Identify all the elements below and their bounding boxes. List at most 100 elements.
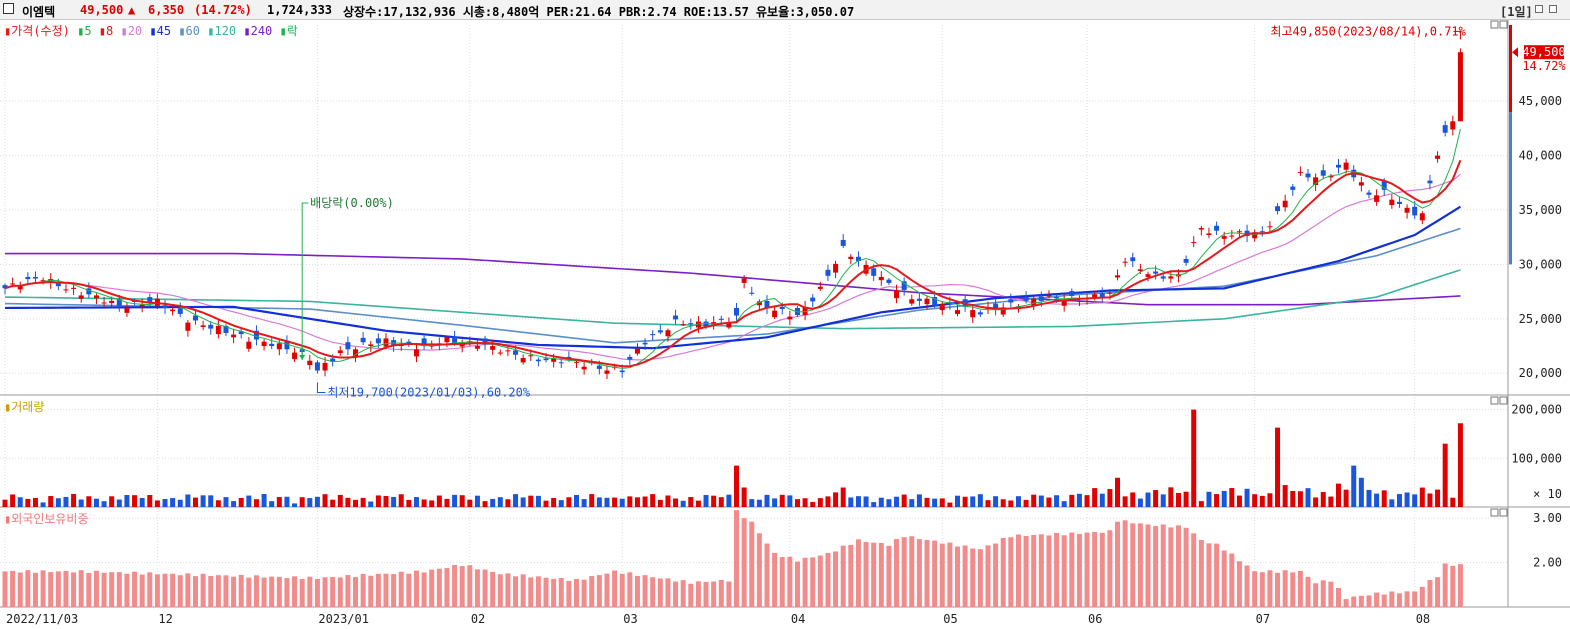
volume-bar bbox=[48, 496, 54, 507]
candle-body bbox=[246, 341, 252, 349]
volume-bar bbox=[1374, 493, 1380, 507]
candle-body bbox=[1305, 173, 1311, 178]
price-axis-label: 40,000 bbox=[1519, 149, 1562, 163]
foreign-bar bbox=[932, 540, 938, 607]
candle-body bbox=[551, 358, 557, 362]
volume-bar bbox=[993, 496, 999, 507]
foreign-bar bbox=[63, 570, 69, 607]
period-selector[interactable]: [1일] bbox=[1500, 5, 1533, 19]
foreign-bar bbox=[48, 572, 54, 607]
maximize-icon[interactable] bbox=[1535, 5, 1543, 13]
foreign-bar bbox=[208, 576, 214, 607]
foreign-bar bbox=[1457, 564, 1463, 607]
foreign-bar bbox=[551, 578, 557, 607]
candle-body bbox=[1435, 155, 1441, 159]
foreign-bar bbox=[1107, 530, 1113, 607]
foreign-bar bbox=[1442, 563, 1448, 607]
candle-body bbox=[1282, 200, 1288, 208]
foreign-bar bbox=[269, 576, 275, 607]
candle-body bbox=[528, 355, 534, 357]
foreign-bar bbox=[665, 578, 671, 607]
foreign-bar bbox=[223, 575, 229, 607]
volume-bar bbox=[1076, 493, 1082, 507]
candle-body bbox=[25, 276, 31, 280]
candle-body bbox=[718, 318, 724, 320]
foreign-bar bbox=[985, 545, 991, 607]
foreign-bar bbox=[642, 575, 648, 607]
select-checkbox[interactable] bbox=[3, 3, 14, 14]
volume-bar bbox=[779, 494, 785, 507]
candle-body bbox=[139, 304, 145, 307]
x-axis: 2022/11/03 12 2023/01 02 03 04 05 06 07 08 bbox=[6, 612, 1430, 626]
volume-bar bbox=[55, 498, 61, 507]
volume-bar bbox=[193, 497, 198, 507]
candle-body bbox=[170, 309, 176, 312]
candles bbox=[2, 48, 1463, 379]
volume-bar bbox=[147, 495, 153, 507]
volume-bar bbox=[452, 494, 458, 507]
legend-ma-marker-icon: ▮ bbox=[149, 24, 157, 38]
foreign-bar bbox=[1275, 572, 1281, 607]
foreign-bar bbox=[1313, 583, 1319, 607]
candle-body bbox=[1092, 294, 1098, 298]
foreign-bar bbox=[924, 539, 930, 607]
foreign-bar bbox=[772, 552, 778, 607]
candle-body bbox=[505, 350, 511, 352]
legend-dividend-icon: ▮ bbox=[279, 24, 287, 38]
candle-body bbox=[520, 358, 526, 363]
volume-bar bbox=[1008, 500, 1014, 507]
foreign-bar bbox=[1343, 599, 1349, 607]
volume-bar bbox=[955, 495, 960, 507]
price-legend: ▮가격(수정) ▮5 ▮8 ▮20 ▮45 ▮60 ▮120 ▮240 ▮락 bbox=[4, 22, 298, 39]
volume-bar bbox=[802, 498, 808, 507]
volume-bar bbox=[1145, 492, 1151, 507]
volume-bar bbox=[154, 500, 160, 507]
candle-body bbox=[261, 341, 267, 347]
legend-ma-marker-icon: ▮ bbox=[207, 24, 215, 38]
current-pct-tag: 14.72% bbox=[1522, 59, 1566, 73]
candle-body bbox=[543, 358, 549, 361]
candle-body bbox=[703, 321, 709, 328]
candle-body bbox=[32, 276, 38, 279]
volume-bar bbox=[261, 493, 267, 507]
candle-body bbox=[86, 288, 92, 295]
volume-bar bbox=[78, 499, 84, 507]
foreign-bar bbox=[261, 577, 267, 607]
candle-body bbox=[497, 352, 503, 354]
stock-name[interactable]: 이엠텍 bbox=[22, 5, 56, 19]
candle-body bbox=[665, 330, 671, 337]
close-icon[interactable] bbox=[1549, 5, 1557, 13]
candle-body bbox=[1267, 226, 1273, 228]
candle-body bbox=[1358, 182, 1364, 186]
volume-bar bbox=[223, 497, 229, 507]
candle-body bbox=[1000, 307, 1006, 315]
foreign-bar bbox=[177, 575, 183, 607]
volume-bar bbox=[566, 497, 572, 507]
volume-bar bbox=[718, 497, 724, 507]
legend-dividend: 락 bbox=[286, 24, 298, 38]
candle-body bbox=[360, 337, 366, 343]
candle-body bbox=[1427, 180, 1433, 184]
candle-body bbox=[596, 365, 602, 369]
foreign-bar bbox=[71, 572, 77, 607]
foreign-bar bbox=[1282, 570, 1288, 607]
candle-body bbox=[1450, 121, 1456, 130]
candle-body bbox=[848, 256, 854, 259]
volume-bar bbox=[162, 498, 168, 507]
volume-bar bbox=[1115, 477, 1121, 507]
foreign-bar bbox=[817, 555, 823, 607]
foreign-bar bbox=[711, 581, 717, 607]
ma5-line bbox=[4, 128, 1461, 369]
volume-bar bbox=[894, 496, 900, 507]
chart-canvas[interactable]: 최고49,850(2023/08/14),0.71% 최저19,700(2023/… bbox=[0, 20, 1570, 629]
foreign-bar bbox=[383, 573, 389, 607]
foreign-bar bbox=[634, 575, 640, 607]
foreign-bar bbox=[1183, 527, 1189, 607]
volume-bar bbox=[551, 498, 557, 507]
legend-ma-60: 60 bbox=[185, 24, 208, 38]
candle-body bbox=[1275, 206, 1281, 212]
foreign-bar bbox=[1115, 521, 1121, 607]
volume-bar bbox=[878, 497, 884, 507]
ma8-line bbox=[4, 159, 1462, 368]
volume-bar bbox=[1412, 494, 1418, 507]
